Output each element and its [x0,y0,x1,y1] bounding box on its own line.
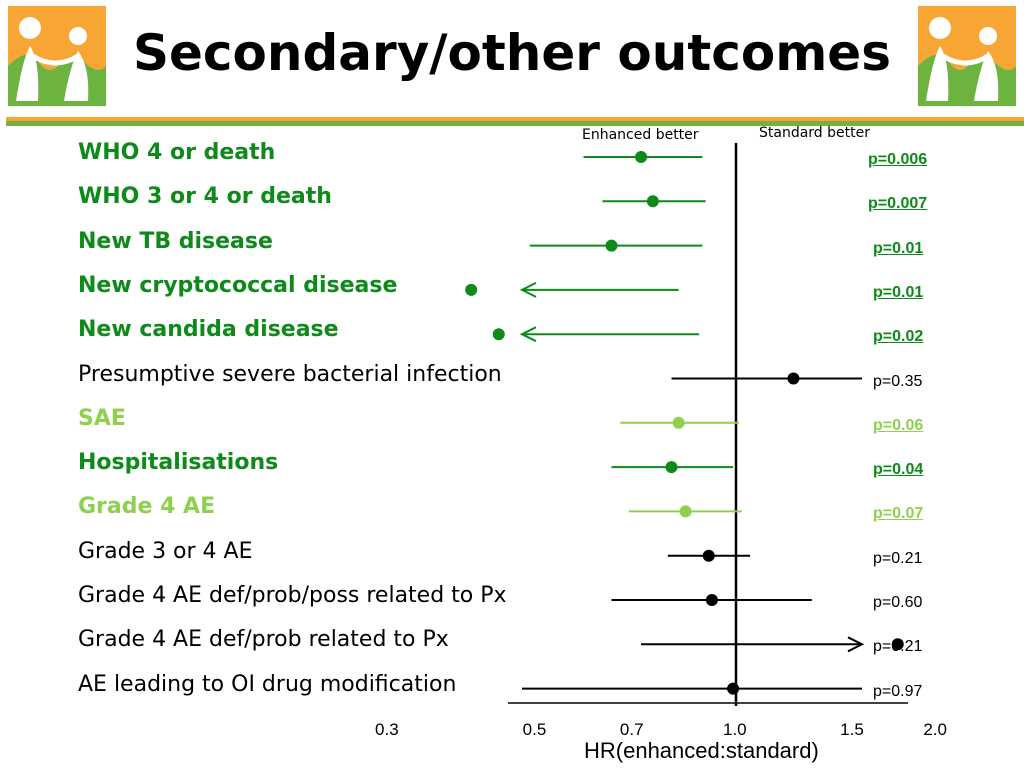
p-value: p=0.06 [873,416,924,434]
outcome-label: Grade 3 or 4 AE [78,538,253,564]
outcome-label: New candida disease [78,317,339,343]
family-logo-icon [918,6,1016,106]
outcome-label: New cryptococcal disease [78,272,398,298]
point-estimate [672,416,685,429]
x-axis-title: HR(enhanced:standard) [584,738,819,763]
outcome-label: Presumptive severe bacterial infection [78,361,502,387]
x-tick-label: 0.5 [522,720,547,739]
ci-arrow-right [847,636,865,653]
p-value: p=0.007 [868,195,928,213]
family-logo-icon [8,6,106,106]
x-tick-label: 0.3 [375,720,399,739]
point-estimate [705,594,718,606]
p-value: p=0.01 [873,283,924,301]
point-estimate [787,372,800,385]
standard-better-label: Standard better [759,125,870,141]
ci-arrow-left [519,282,537,298]
point-estimate [465,283,478,296]
point-estimate [727,682,740,695]
p-value: p=0.21 [873,549,923,567]
p-value: p=0.04 [873,461,924,479]
ci-arrow-left [519,326,537,343]
p-value: p=0.006 [868,151,928,168]
point-estimate [605,239,618,252]
p-value: p=0.97 [873,682,923,700]
point-estimate [702,549,715,562]
point-estimate [492,328,505,341]
p-value: p=0.35 [873,372,923,390]
point-estimate [891,638,904,651]
point-estimate [646,195,659,208]
p-value: p=0.07 [873,505,924,523]
outcome-label: Grade 4 AE def/prob/poss related to Px [78,583,507,608]
x-tick-label: 1.0 [723,720,747,739]
header-divider-orange [6,117,1024,121]
x-tick-label: 0.7 [619,720,644,739]
p-value: p=0.21 [873,638,923,656]
point-estimate [665,461,678,474]
point-estimate [635,151,648,163]
header-divider-green [6,121,1024,126]
outcome-label: WHO 3 or 4 or death [78,184,332,210]
outcome-label: AE leading to OI drug modification [78,671,457,697]
slide-title: Secondary/other outcomes [133,24,891,82]
outcome-label: Grade 4 AE def/prob related to Px [78,627,449,653]
point-estimate [679,505,692,518]
p-value: p=0.60 [873,594,923,611]
p-value: p=0.02 [873,328,924,346]
outcome-label: Grade 4 AE [78,494,216,520]
outcome-label: Hospitalisations [78,450,279,476]
x-tick-label: 2.0 [923,720,947,739]
outcome-label: SAE [78,405,126,431]
enhanced-better-label: Enhanced better [582,127,699,143]
outcome-label: WHO 4 or death [78,140,276,165]
x-tick-label: 1.5 [840,720,864,739]
outcome-label: New TB disease [78,228,273,254]
p-value: p=0.01 [873,239,924,257]
